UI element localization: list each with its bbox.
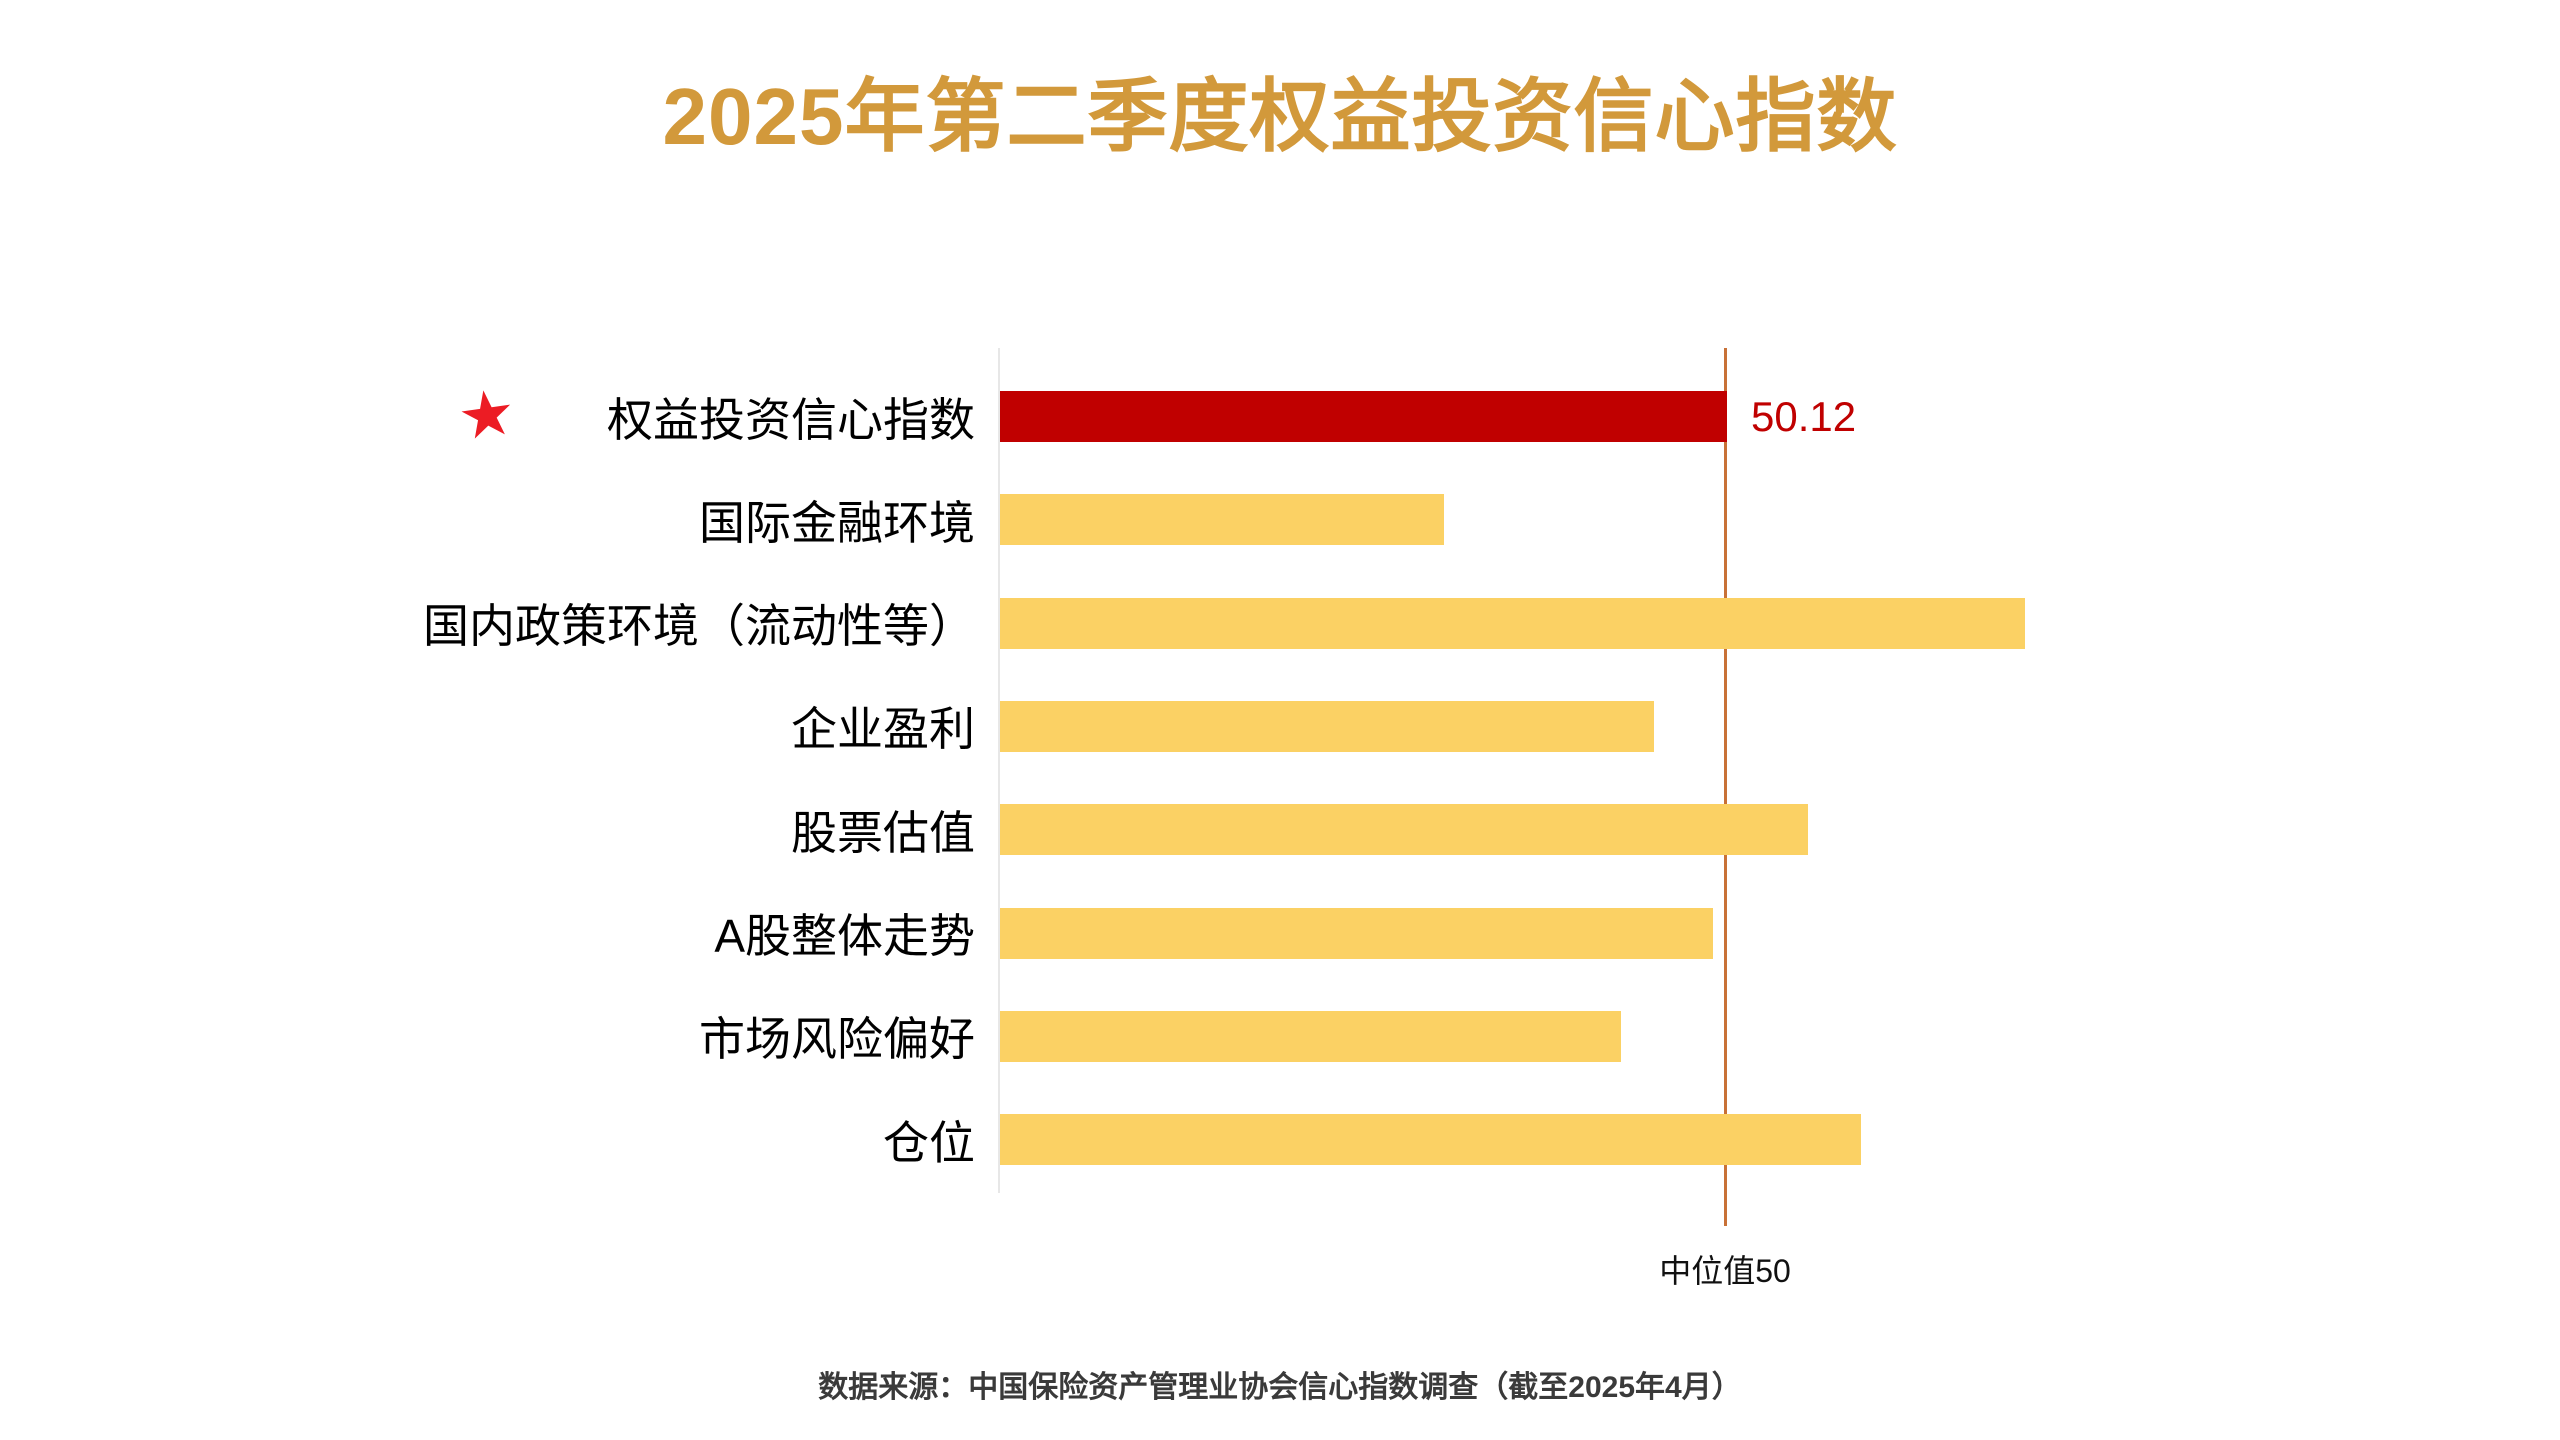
category-label: 仓位 (883, 1116, 975, 1169)
highlight-bar (1000, 391, 1727, 442)
star-icon: ★ (453, 374, 521, 454)
bar (1000, 700, 1654, 752)
chart-row: 仓位 (0, 1114, 2560, 1169)
category-label: 国际金融环境 (699, 496, 975, 549)
category-label: 股票估值 (791, 806, 975, 859)
chart-row: 企业盈利 (0, 700, 2560, 756)
category-label: A股整体走势 (714, 910, 975, 962)
chart-row: 市场风险偏好 (0, 1010, 2560, 1066)
bar (1000, 804, 1808, 856)
chart-row: 股票估值 (0, 804, 2560, 859)
bar (1000, 597, 2025, 649)
category-label: 市场风险偏好 (699, 1013, 975, 1066)
page-title: 2025年第二季度权益投资信心指数 (662, 72, 1898, 161)
chart-row: A股整体走势 (0, 907, 2560, 962)
chart-row: 权益投资信心指数 ★ 50.12 (0, 374, 2560, 453)
chart-row: 国际金融环境 (0, 494, 2560, 549)
category-label: 企业盈利 (791, 703, 975, 756)
y-axis-line (998, 348, 1000, 1193)
chart-row: 国内政策环境（流动性等） (0, 597, 2560, 653)
bar (1000, 1114, 1861, 1166)
median-reference-line (1724, 348, 1727, 1226)
bar-value-label: 50.12 (1751, 392, 1857, 440)
category-label: 国内政策环境（流动性等） (423, 600, 975, 653)
bar (1000, 494, 1444, 546)
bar (1000, 907, 1713, 959)
bar (1000, 1010, 1621, 1062)
median-line-label: 中位值50 (1659, 1253, 1791, 1289)
category-label: 权益投资信心指数 (607, 393, 975, 446)
data-source-note: 数据来源：中国保险资产管理业协会信心指数调查（截至2025年4月） (818, 1371, 1742, 1404)
